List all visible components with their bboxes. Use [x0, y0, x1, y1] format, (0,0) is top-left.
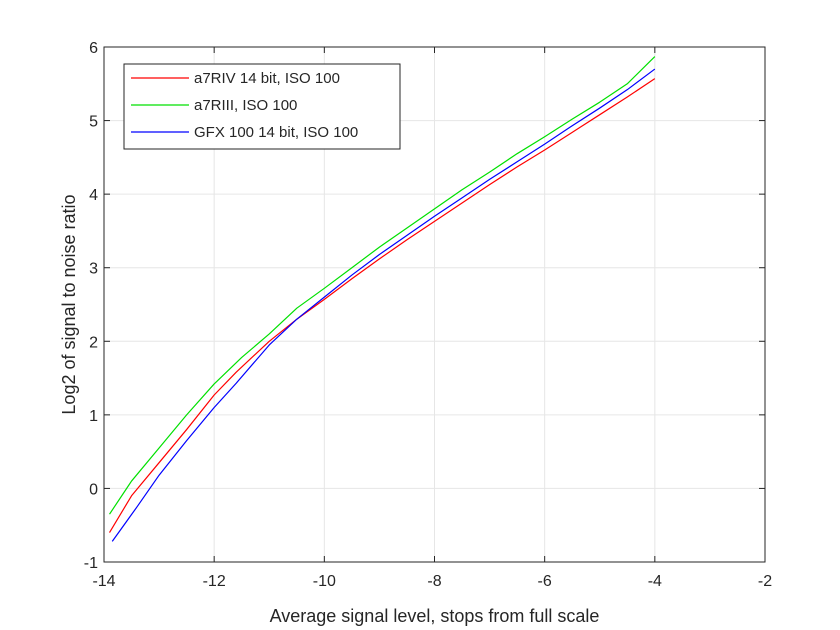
legend-label-3: GFX 100 14 bit, ISO 100: [194, 124, 358, 141]
axis-ticks: [103, 46, 766, 563]
y-tick-label: -1: [84, 555, 98, 572]
x-tick-label: -12: [203, 573, 226, 590]
series-layer: [108, 56, 656, 542]
legend: a7RIV 14 bit, ISO 100 a7RIII, ISO 100 GFX …: [123, 63, 401, 150]
series-line-2: [109, 56, 656, 515]
legend-label-1: a7RIV 14 bit, ISO 100: [194, 70, 340, 87]
series-line-3: [111, 68, 656, 542]
y-tick-label: 1: [89, 408, 98, 425]
series-line-1: [108, 78, 656, 533]
y-tick-label: 6: [89, 40, 98, 57]
y-tick-label: 2: [89, 334, 98, 351]
x-tick-label: -14: [92, 573, 115, 590]
x-tick-label: -6: [538, 573, 552, 590]
y-tick-label: 4: [89, 187, 98, 204]
y-tick-label: 3: [89, 261, 98, 278]
legend-label-2: a7RIII, ISO 100: [194, 97, 297, 114]
y-tick-label: 0: [89, 481, 98, 498]
x-tick-label: -8: [427, 573, 441, 590]
y-tick-label: 5: [89, 114, 98, 131]
x-axis-label: Average signal level, stops from full sc…: [270, 606, 600, 626]
x-tick-label: -2: [758, 573, 772, 590]
x-tick-label: -4: [648, 573, 662, 590]
x-tick-label: -10: [313, 573, 336, 590]
y-axis-label: Log2 of signal to noise ratio: [59, 194, 79, 414]
